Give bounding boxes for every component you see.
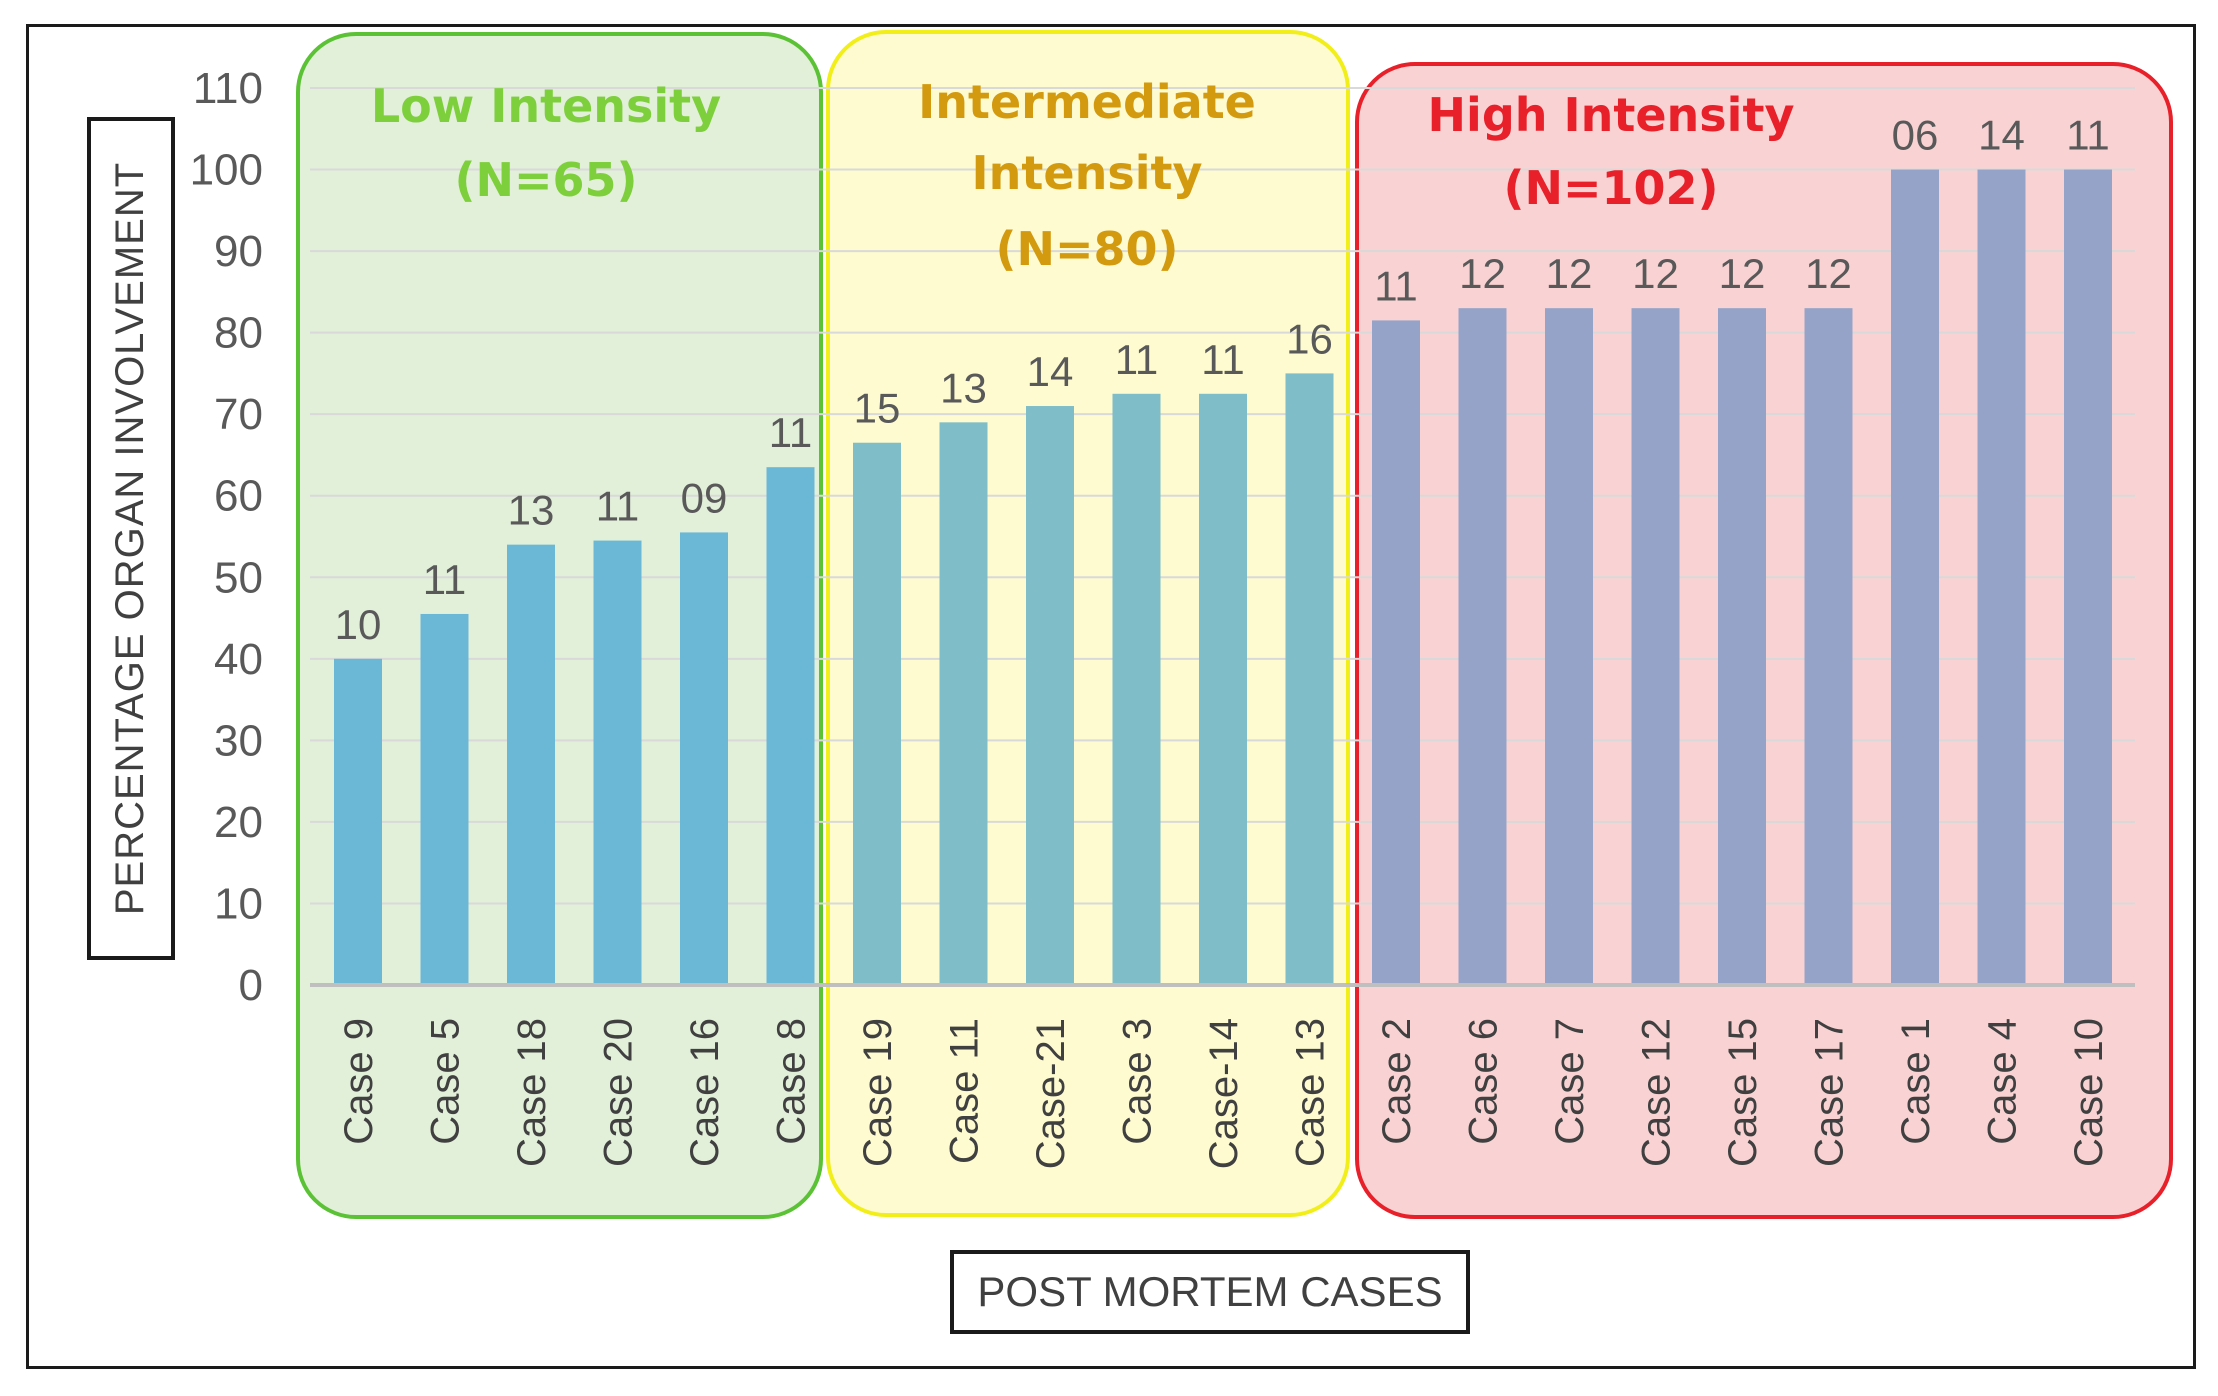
x-tick-label: Case 8 [770,1018,814,1145]
bar [680,532,728,985]
x-tick-label: Case 3 [1116,1018,1160,1145]
y-tick-label: 0 [239,961,263,1010]
bar [1026,406,1074,985]
x-tick-label: Case 20 [597,1018,641,1167]
group-title-line: (N=102) [1503,161,1718,215]
group-title-line: High Intensity [1428,88,1795,142]
y-tick-label: 110 [193,64,263,113]
x-tick-label: Case 17 [1808,1018,1852,1167]
x-tick-label: Case 10 [2067,1018,2111,1167]
y-axis-title: PERCENTAGE ORGAN INVOLVEMENT [108,161,153,916]
data-label: 14 [1027,348,1074,395]
group-title-line: Intensity [972,146,1203,200]
bar [1112,393,1161,986]
y-tick-label: 20 [214,798,263,847]
y-tick-label: 80 [214,309,263,358]
y-tick-label: 50 [214,553,263,602]
y-tick-label: 60 [214,472,263,521]
data-label: 13 [508,487,555,534]
y-tick-label: 70 [214,390,263,439]
data-label: 12 [1546,250,1593,297]
bar [1372,320,1420,985]
y-tick-label: 30 [214,716,263,765]
y-tick-label: 100 [190,146,263,195]
x-axis-title: POST MORTEM CASES [977,1268,1443,1315]
data-label: 11 [1115,336,1159,383]
bar [1285,373,1334,986]
x-tick-label: Case-14 [1202,1018,1246,1169]
group-title-line: Intermediate [918,75,1256,129]
data-label: 11 [2066,112,2110,159]
x-tick-label: Case 1 [1894,1018,1938,1145]
data-label: 11 [423,556,467,603]
data-label: 14 [1978,112,2025,159]
group-box-2 [826,30,1350,1217]
bar [1545,308,1593,985]
group-title-line: (N=65) [454,153,637,207]
y-tick-label: 10 [214,879,263,928]
x-tick-label: Case 16 [683,1018,727,1167]
bar [766,467,815,985]
x-tick-label: Case 13 [1289,1018,1333,1167]
x-tick-label: Case 2 [1375,1018,1419,1145]
x-tick-label: Case 4 [1981,1018,2025,1145]
bar [1891,169,1939,985]
x-tick-label: Case-21 [1029,1018,1073,1169]
bar [939,422,988,985]
data-label: 15 [854,385,901,432]
data-label: 13 [940,364,987,411]
group-title-line: Low Intensity [371,79,721,133]
data-label: 12 [1719,250,1766,297]
bar [1458,308,1507,985]
group-title-line: (N=80) [995,222,1178,276]
bar [420,613,469,985]
x-tick-label: Case 11 [943,1018,987,1164]
data-label: 11 [1201,336,1245,383]
bar [1804,308,1853,985]
data-label: 11 [1374,262,1418,309]
x-tick-label: Case 12 [1635,1018,1679,1167]
bar [334,658,382,985]
data-label: 10 [335,601,382,648]
bar [853,442,901,985]
bar [2064,169,2112,985]
bar [1199,393,1247,986]
x-tick-label: Case 7 [1548,1018,1592,1145]
data-label: 12 [1459,250,1506,297]
x-tick-label: Case 19 [856,1018,900,1167]
bar [1718,308,1766,985]
data-label: 09 [681,474,728,521]
x-axis-title-box: POST MORTEM CASES [950,1250,1470,1334]
bar [507,544,555,985]
data-label: 11 [769,409,813,456]
x-tick-label: Case 18 [510,1018,554,1167]
y-tick-label: 90 [214,227,263,276]
y-tick-label: 40 [214,635,263,684]
x-tick-label: Case 6 [1462,1018,1506,1145]
data-label: 16 [1286,315,1333,362]
x-tick-label: Case 15 [1721,1018,1765,1167]
bar [1631,308,1680,985]
x-tick-label: Case 9 [337,1018,381,1145]
y-axis-title-box: PERCENTAGE ORGAN INVOLVEMENT [87,117,175,960]
data-label: 12 [1805,250,1852,297]
data-label: 11 [596,483,640,530]
data-label: 06 [1892,112,1939,159]
bar [593,540,642,985]
x-tick-label: Case 5 [424,1018,468,1145]
bar [1977,169,2026,985]
data-label: 12 [1632,250,1679,297]
